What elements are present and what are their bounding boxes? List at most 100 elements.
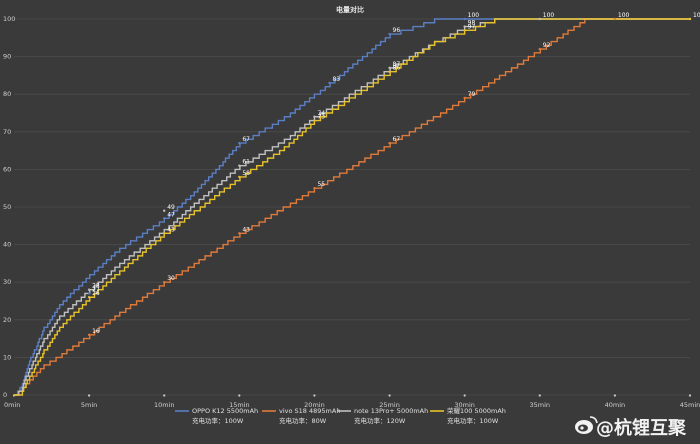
x-tick-label-20: 20min	[304, 401, 325, 409]
y-tick-label-90: 90	[3, 53, 11, 61]
data-point-3-6	[688, 17, 692, 21]
x-tick-label-15: 15min	[229, 401, 250, 409]
data-label-1-1: 30	[167, 275, 175, 282]
x-tick-label-35: 35min	[530, 401, 551, 409]
legend-power-1: 充电功率：80W	[279, 416, 327, 425]
data-point-0-5	[463, 17, 466, 21]
data-labels: 27 47 67 83 96 100 16 30 43 55 67 79 92 100 28 49 61 74 87…	[87, 12, 700, 337]
x-tick-label-5: 5min	[81, 401, 97, 409]
data-label-3-4: 86	[393, 65, 401, 72]
x-tick-label-40: 40min	[605, 401, 626, 409]
y-tick-label-20: 20	[3, 316, 11, 324]
y-tick-label-0: 0	[3, 391, 7, 399]
data-label-0-0: 27	[92, 286, 100, 293]
data-point-3-4	[388, 70, 391, 73]
data-point-2-3	[313, 115, 316, 118]
x-tick-mark-15	[238, 394, 241, 397]
data-label-3-0: 26	[92, 290, 100, 297]
data-point-3-2	[238, 175, 241, 179]
y-tick-label-40: 40	[3, 241, 11, 249]
legend-power-0: 充电功率：100W	[192, 416, 244, 425]
data-label-2-2: 61	[242, 159, 250, 166]
y-tick-label-10: 10	[3, 353, 11, 361]
data-point-2-2	[238, 164, 241, 167]
x-tick-mark-20	[313, 394, 316, 397]
data-point-2-4	[388, 66, 391, 70]
y-tick-label-50: 50	[3, 203, 11, 211]
y-tick-label-70: 70	[3, 128, 11, 136]
data-point-1-4	[388, 141, 391, 145]
x-tick-label-25: 25min	[379, 401, 400, 409]
series-line-3	[14, 18, 690, 396]
series-lines	[14, 18, 690, 396]
watermark-text: @杭锂互聚	[596, 417, 687, 439]
legend-label-2: note 13Pro+ 5000mAh	[354, 407, 428, 415]
weibo-icon	[575, 416, 598, 434]
data-label-1-6: 92	[543, 42, 551, 49]
data-label-3-3: 73	[317, 114, 325, 121]
data-point-0-4	[388, 32, 391, 36]
data-label-2-5: 98	[468, 20, 476, 27]
data-label-1-3: 55	[317, 181, 325, 188]
data-label-2-0: 28	[92, 283, 100, 290]
data-point-1-1	[163, 281, 166, 284]
data-label-3-5: 97	[468, 23, 476, 30]
data-point-3-3	[313, 119, 316, 122]
x-tick-mark-45	[688, 394, 692, 397]
data-point-3-0	[87, 296, 91, 299]
data-label-1-4: 67	[393, 136, 401, 143]
data-point-0-2	[238, 141, 241, 145]
data-point-1-0	[87, 333, 91, 337]
x-tick-mark-35	[538, 394, 541, 397]
data-point-1-7	[613, 17, 617, 21]
x-tick-mark-30	[463, 394, 466, 397]
data-point-0-3	[328, 81, 331, 85]
data-point-2-0	[87, 288, 91, 291]
data-label-3-1: 43	[167, 226, 175, 233]
data-point-3-1	[163, 232, 166, 235]
data-label-2-4: 87	[393, 61, 401, 68]
y-tick-label-60: 60	[3, 165, 11, 173]
data-point-1-3	[313, 187, 316, 190]
data-label-1-7: 100	[618, 12, 630, 19]
legend-power-2: 充电功率：120W	[354, 416, 406, 425]
series-line-2	[14, 18, 690, 396]
data-point-0-1	[163, 217, 166, 220]
data-label-1-5: 79	[468, 91, 476, 98]
x-tick-label-10: 10min	[154, 401, 175, 409]
y-tick-label-30: 30	[3, 278, 11, 286]
x-tick-label-45: 45min	[680, 401, 700, 409]
series-line-1	[14, 18, 690, 396]
data-point-1-2	[238, 232, 241, 235]
chart-title: 电量对比	[336, 5, 364, 14]
data-label-2-6: 100	[543, 12, 555, 19]
legend-power-3: 充电功率：100W	[447, 416, 499, 425]
data-label-0-3: 83	[332, 76, 340, 83]
x-tick-mark-40	[613, 394, 616, 397]
data-point-0-0	[87, 292, 91, 295]
data-label-0-5: 100	[468, 12, 480, 19]
data-label-0-4: 96	[393, 27, 401, 34]
data-label-0-1: 47	[167, 211, 175, 218]
data-point-2-5	[463, 25, 466, 28]
y-tick-label-80: 80	[3, 90, 11, 98]
x-tick-label-0: 0min	[4, 401, 20, 409]
data-point-2-1	[163, 209, 166, 212]
data-label-0-2: 67	[242, 136, 250, 143]
legend-label-0: OPPO K12 5500mAh	[192, 407, 258, 415]
data-label-3-6: 100	[693, 12, 700, 19]
x-tick-label-30: 30min	[454, 401, 475, 409]
legend-label-1: vivo S18 4895mAh	[279, 407, 340, 415]
series-line-0	[14, 18, 690, 396]
data-label-1-0: 16	[92, 328, 100, 335]
data-label-3-2: 58	[242, 170, 250, 177]
watermark: @杭锂互聚	[575, 416, 687, 439]
x-tick-mark-5	[88, 394, 91, 397]
data-label-1-2: 43	[242, 226, 250, 233]
data-label-2-1: 49	[167, 204, 175, 211]
data-label-2-3: 74	[317, 110, 325, 117]
x-tick-mark-10	[163, 394, 166, 397]
